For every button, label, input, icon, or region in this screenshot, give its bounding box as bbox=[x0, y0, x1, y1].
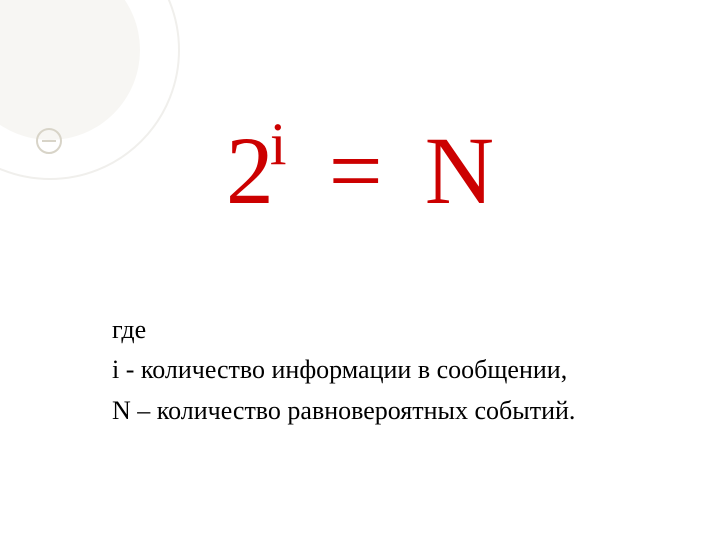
description-text-block: где i - количество информации в сообщени… bbox=[112, 310, 652, 431]
formula-exponent: i bbox=[270, 111, 287, 177]
formula-rhs: N bbox=[425, 117, 494, 224]
formula-container: 2i = N bbox=[0, 120, 720, 219]
text-line-2: i - количество информации в сообщении, bbox=[112, 350, 652, 390]
text-line-3: N – количество равновероятных событий. bbox=[112, 391, 652, 431]
formula-equals: = bbox=[329, 117, 383, 224]
formula-base: 2 bbox=[226, 117, 274, 224]
formula: 2i = N bbox=[226, 120, 494, 219]
text-line-1: где bbox=[112, 310, 652, 350]
